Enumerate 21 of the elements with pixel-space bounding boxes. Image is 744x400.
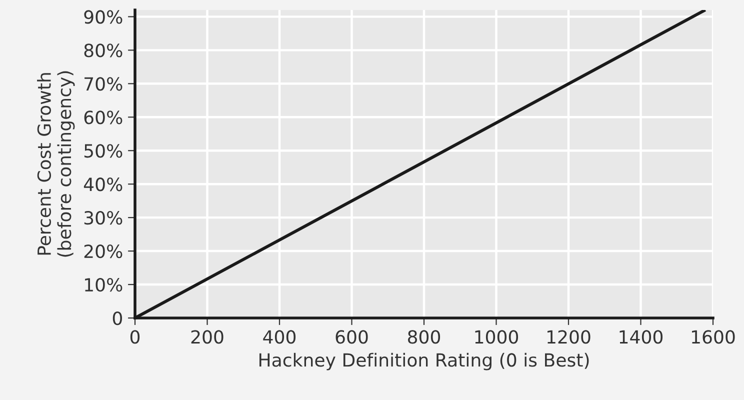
y-tick-label: 50% <box>84 144 122 158</box>
y-tick-label: 10% <box>85 278 122 292</box>
y-tick-label: 90% <box>84 10 122 24</box>
x-tick-label: 200 <box>191 330 224 344</box>
y-tick-label: 30% <box>84 211 122 225</box>
y-tick-label: 0 <box>112 311 122 326</box>
y-tick-label: 20% <box>84 244 122 258</box>
x-tick-label: 1200 <box>548 330 590 344</box>
y-axis-title: Percent Cost Growth (before contingency) <box>37 71 75 257</box>
x-tick-label: 400 <box>263 330 296 344</box>
x-tick-label: 1000 <box>475 330 518 344</box>
y-tick-label: 40% <box>84 178 122 192</box>
x-tick-label: 1600 <box>692 330 735 344</box>
x-tick-label: 1400 <box>620 330 663 344</box>
y-tick-label: 60% <box>84 110 122 124</box>
x-tick-label: 600 <box>336 330 368 344</box>
y-tick-label: 80% <box>84 44 122 58</box>
y-tick-label: 70% <box>84 77 122 91</box>
x-tick-label: 0 <box>130 330 140 344</box>
x-tick-label: 800 <box>408 330 440 344</box>
x-axis-title: Hackney Definition Rating (0 is Best) <box>259 352 589 370</box>
